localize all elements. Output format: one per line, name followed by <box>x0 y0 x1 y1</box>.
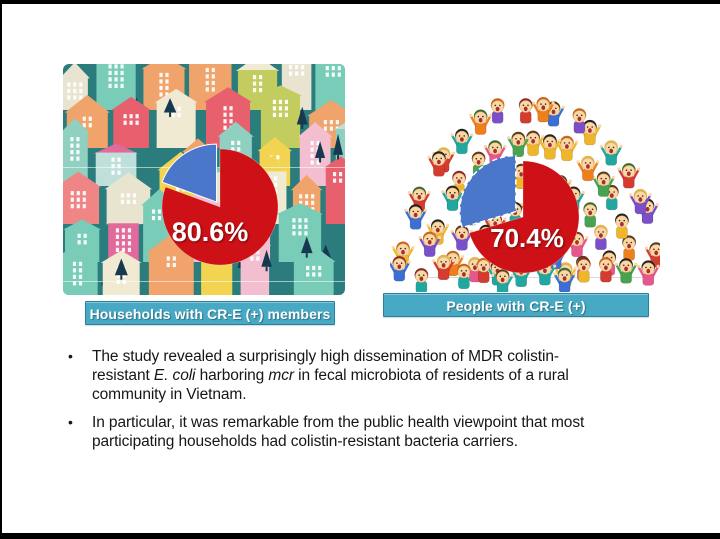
bullet-text: In particular, it was remarkable from th… <box>92 414 585 450</box>
chart-baseline-line <box>417 277 649 278</box>
pie-percent-label: 80.6% <box>172 217 249 247</box>
households-pie-chart: 80.6% <box>161 143 279 266</box>
people-caption: People with CR-E (+) <box>383 293 649 317</box>
bullet-marker: • <box>68 414 73 430</box>
letterbox-bottom <box>0 533 720 539</box>
bullet-list: • The study revealed a surprisingly high… <box>64 347 704 460</box>
bullet-item: • In particular, it was remarkable from … <box>64 413 704 451</box>
pie-percent-label: 70.4% <box>490 223 564 253</box>
letterbox-left <box>0 0 2 539</box>
letterbox-top <box>0 0 720 4</box>
bullet-item: • The study revealed a surprisingly high… <box>64 347 704 404</box>
bullet-marker: • <box>68 348 73 364</box>
bullet-text: The study revealed a surprisingly high d… <box>92 348 569 403</box>
people-pie-chart: 70.4% <box>459 154 580 274</box>
chart-gridline <box>63 281 345 282</box>
households-caption: Households with CR-E (+) members <box>85 301 335 325</box>
